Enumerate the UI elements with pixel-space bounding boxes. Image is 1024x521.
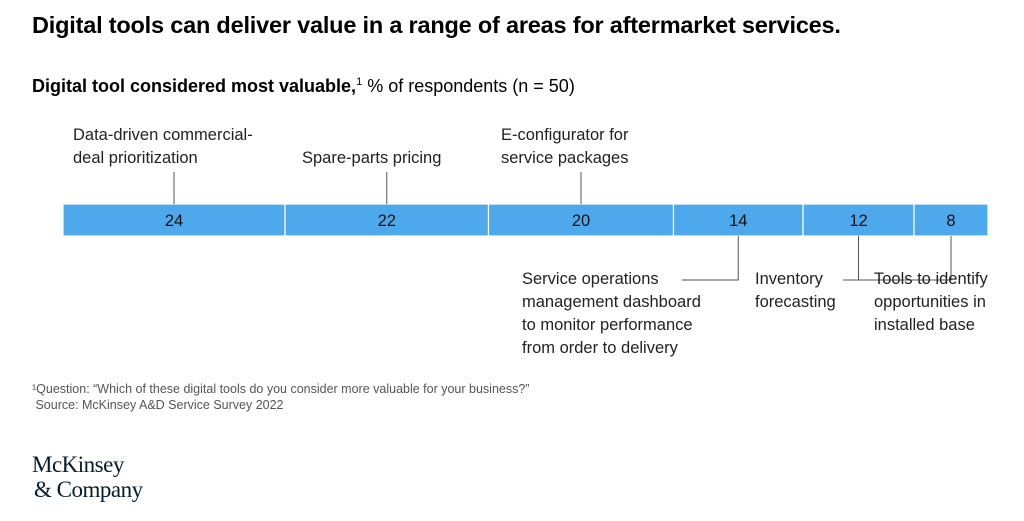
data-label: 22 — [378, 212, 396, 230]
data-label: 20 — [572, 212, 590, 230]
logo-line1: McKinsey — [32, 452, 124, 477]
leader-line — [843, 236, 859, 281]
bar-segment — [802, 203, 915, 237]
category-label: Inventory forecasting — [755, 270, 836, 311]
footnote: ¹Question: “Which of these digital tools… — [32, 382, 530, 396]
data-label: 8 — [946, 212, 955, 230]
category-label: E-configurator for service packages — [501, 126, 629, 167]
category-label: Spare-parts pricing — [302, 149, 442, 167]
leader-line — [843, 236, 952, 281]
bar-segment — [487, 203, 675, 237]
leader-line — [682, 236, 739, 281]
footnote-block: ¹Question: “Which of these digital tools… — [32, 381, 529, 413]
category-label: Service operations management dashboard … — [522, 270, 701, 357]
data-label: 12 — [849, 212, 867, 230]
mckinsey-logo: McKinsey & Company — [32, 452, 143, 502]
chart-subtitle: Digital tool considered most valuable,1 … — [32, 76, 575, 97]
bar-segment — [672, 203, 804, 237]
source: Source: McKinsey A&D Service Survey 2022 — [32, 398, 284, 412]
category-label: Data-driven commercial- deal prioritizat… — [73, 126, 253, 167]
logo-line2: & Company — [34, 477, 143, 502]
data-label: 24 — [165, 212, 183, 230]
data-label: 14 — [729, 212, 747, 230]
chart-title: Digital tools can deliver value in a ran… — [32, 12, 841, 38]
bar-segment — [284, 203, 490, 237]
subtitle-rest: % of respondents (n = 50) — [362, 76, 575, 96]
subtitle-bold: Digital tool considered most valuable, — [32, 76, 357, 96]
footnote-marker: 1 — [356, 76, 363, 88]
category-label: Tools to identify opportunities in insta… — [874, 270, 988, 334]
